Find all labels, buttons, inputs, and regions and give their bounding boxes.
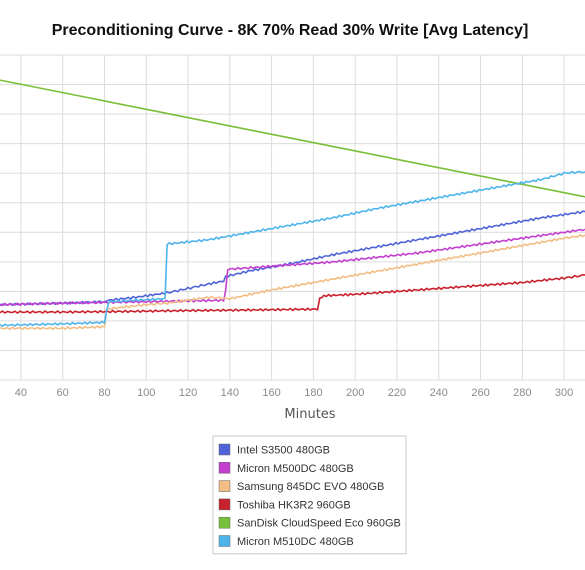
x-tick-label: 280 (513, 387, 531, 399)
chart-title: Preconditioning Curve - 8K 70% Read 30% … (52, 22, 529, 39)
x-tick-label: 200 (346, 387, 364, 399)
legend-swatch (218, 535, 231, 547)
x-tick-label: 220 (388, 387, 406, 399)
plot-area (0, 54, 585, 381)
x-axis-ticks: 40 60 80 100 120 140 160 180 200 220 240 260 280 300 (15, 387, 574, 399)
plot-background (0, 55, 585, 380)
series-line (0, 170, 585, 328)
legend-label: Toshiba HK3R2 960GB (237, 499, 351, 511)
x-tick-label: 160 (262, 387, 280, 399)
legend-label: Intel S3500 480GB (237, 445, 330, 457)
x-tick-label: 80 (98, 387, 110, 399)
legend: Intel S3500 480GB Micron M500DC 480GB Sams… (212, 435, 407, 555)
x-tick-label: 260 (471, 387, 489, 399)
series-line (0, 234, 585, 331)
legend-label: Samsung 845DC EVO 480GB (237, 481, 384, 493)
x-tick-label: 140 (221, 387, 239, 399)
series-lines (0, 79, 585, 331)
series-line (0, 79, 585, 198)
legend-label: SanDisk CloudSpeed Eco 960GB (237, 518, 401, 530)
x-tick-label: 120 (179, 387, 197, 399)
series-line (0, 273, 585, 314)
legend-swatch (218, 516, 231, 529)
legend-swatch (218, 462, 231, 474)
x-tick-label: 300 (555, 387, 573, 399)
x-tick-label: 180 (304, 387, 322, 399)
x-tick-label: 100 (137, 387, 155, 399)
series-line (0, 228, 585, 307)
x-tick-label: 60 (57, 387, 69, 399)
x-axis-label: Minutes (284, 407, 335, 422)
legend-label: Micron M510DC 480GB (237, 536, 354, 548)
legend-swatch (218, 480, 231, 492)
legend-box (212, 435, 407, 555)
legend-swatch (218, 443, 231, 456)
x-tick-label: 40 (15, 387, 27, 399)
x-tick-label: 240 (430, 387, 448, 399)
legend-label: Micron M500DC 480GB (237, 463, 354, 475)
legend-swatch (218, 498, 231, 511)
